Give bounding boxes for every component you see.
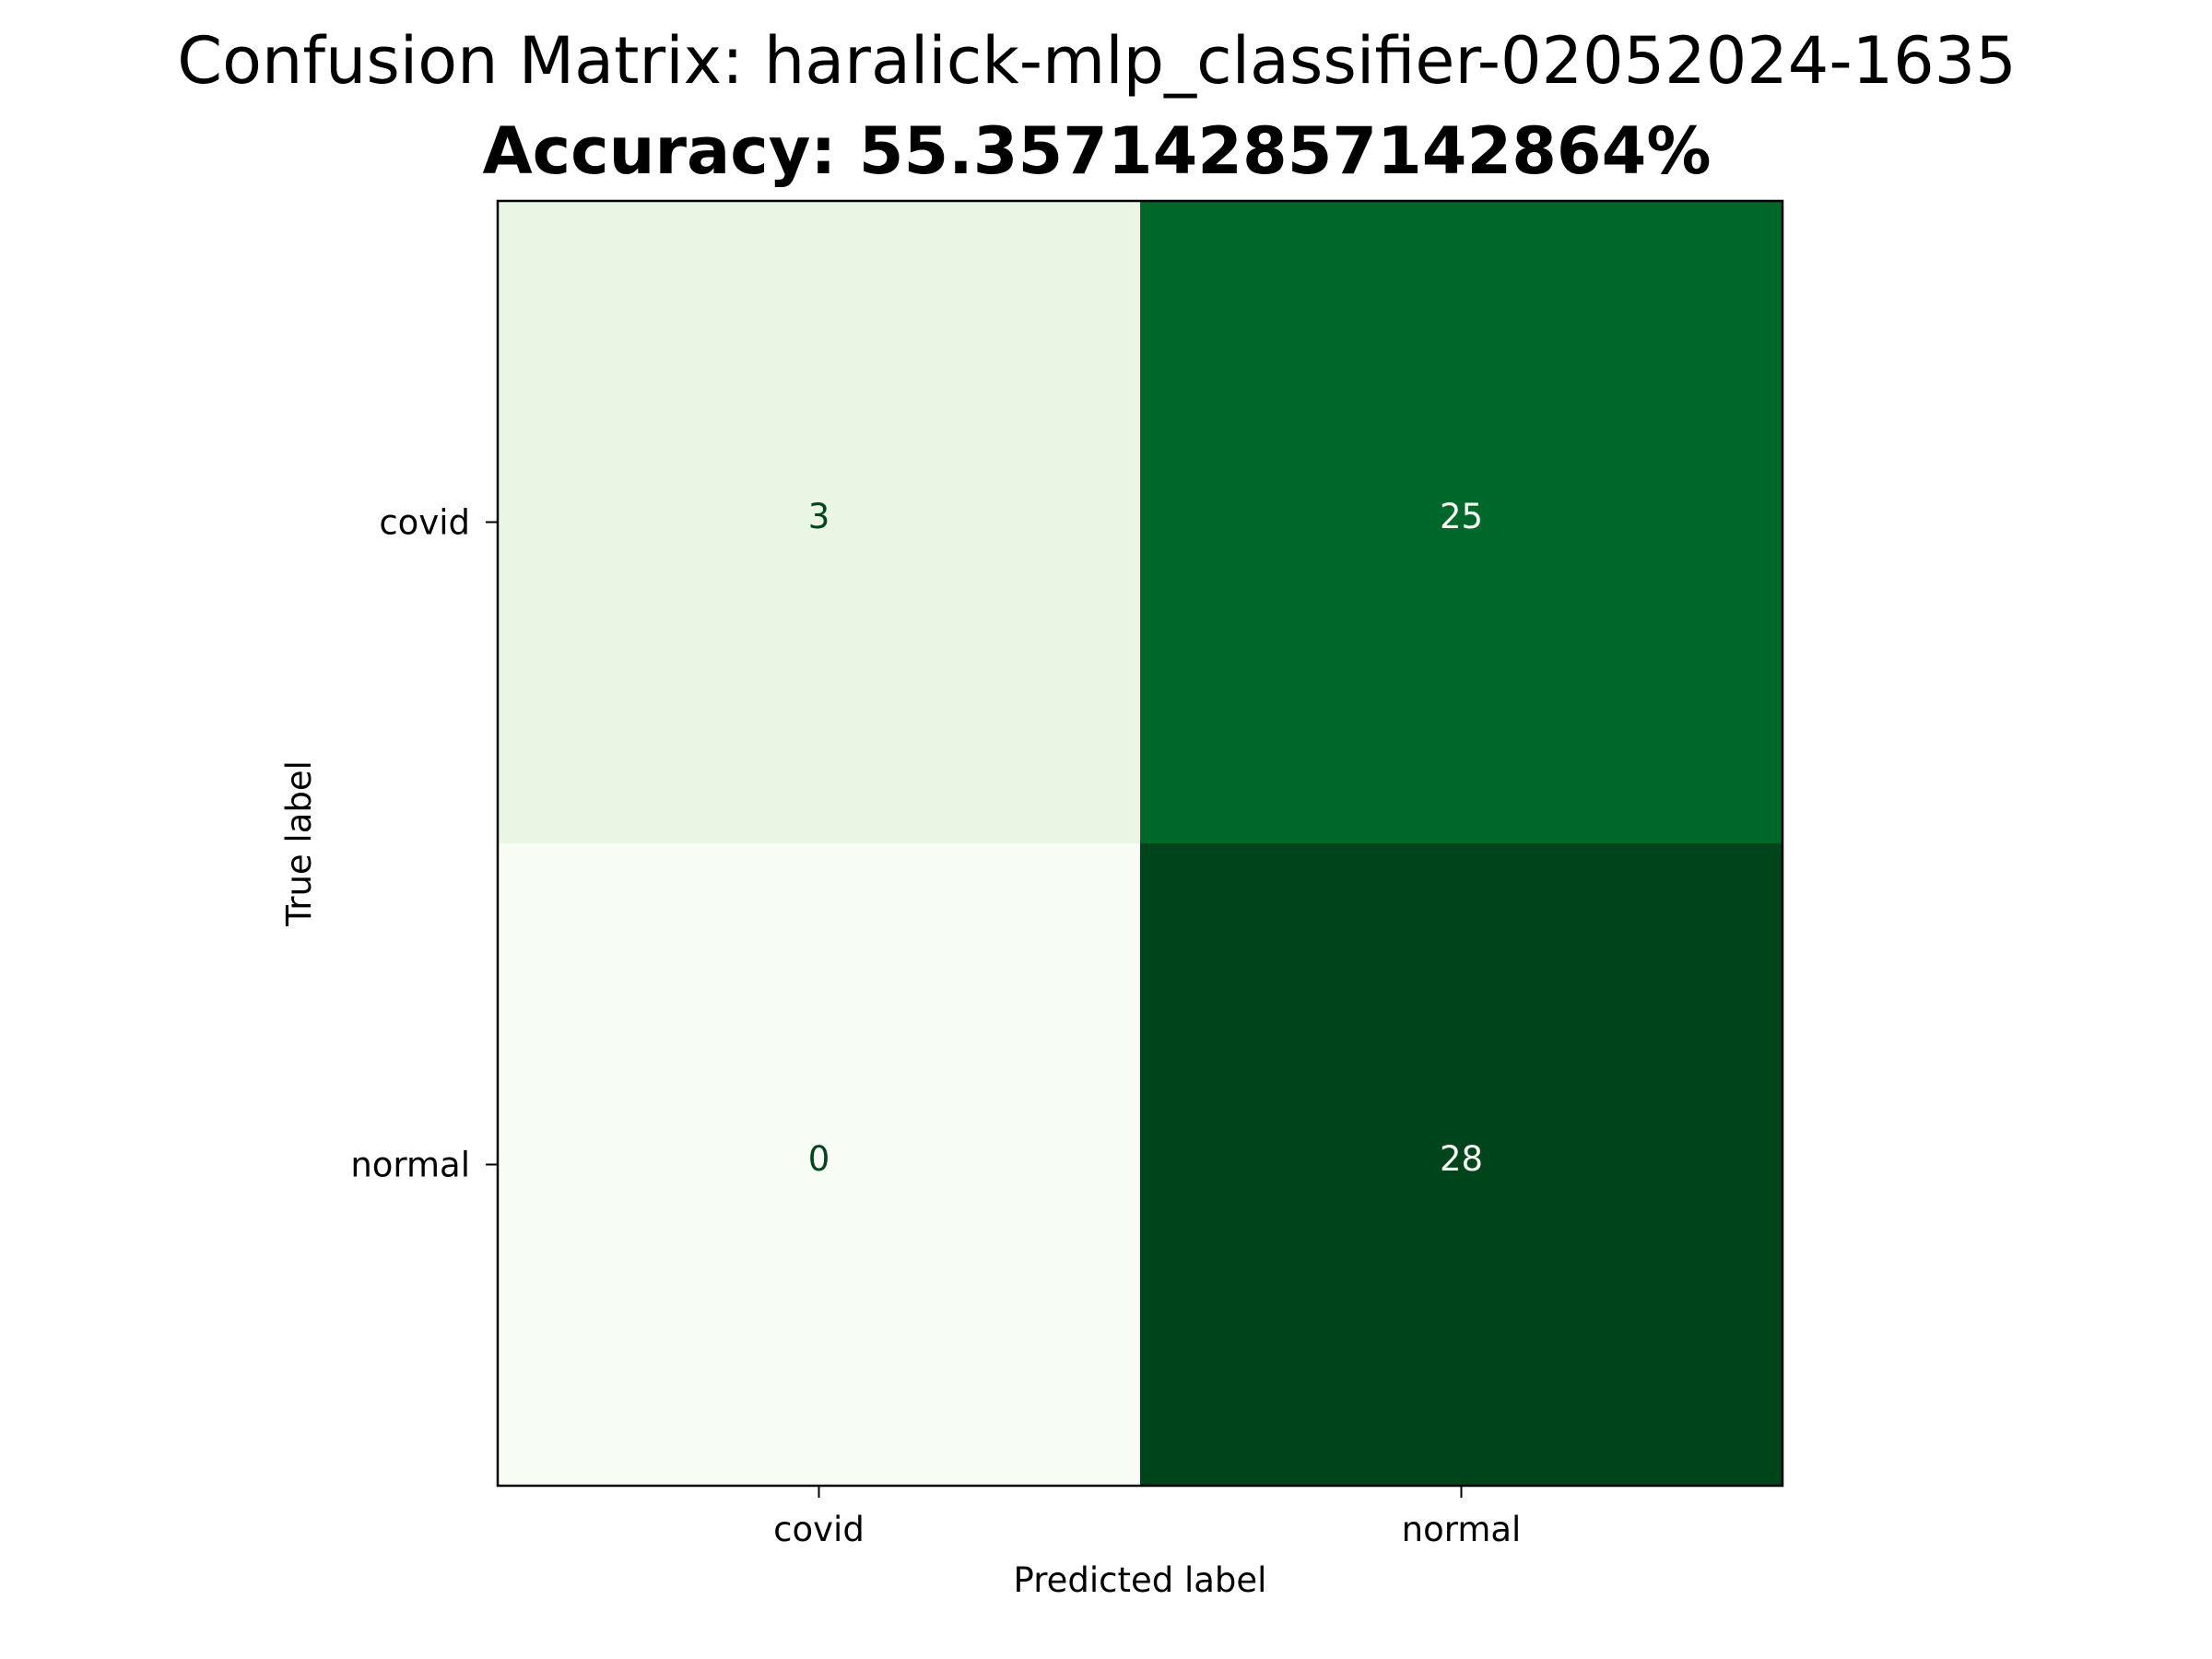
heatmap-cell-covid-normal [1140, 201, 1783, 844]
cell-value-covid-covid: 3 [808, 497, 830, 536]
chart-title: Confusion Matrix: haralick-mlp_classifie… [177, 23, 2016, 99]
x-axis-label: Predicted label [1014, 1560, 1267, 1600]
accuracy-subtitle: Accuracy: 55.357142857142864% [483, 113, 1712, 189]
y-tick-label-normal: normal [350, 1146, 470, 1185]
heatmap-cell-covid-covid [498, 201, 1141, 844]
y-axis-label: True label [279, 760, 319, 927]
y-tick-label-covid: covid [379, 503, 470, 543]
x-tick-label-covid: covid [773, 1510, 865, 1549]
heatmap-cell-normal-normal [1140, 843, 1783, 1487]
heatmap-cells [498, 201, 1783, 1487]
y-axis-ticks: covid normal [350, 503, 498, 1185]
cell-value-covid-normal: 25 [1440, 497, 1483, 536]
cell-value-normal-normal: 28 [1440, 1139, 1483, 1179]
plot-frame [496, 199, 1784, 1488]
cell-value-labels: 3 25 0 28 [808, 497, 1483, 1179]
x-axis-ticks: covid normal [773, 1486, 1521, 1549]
x-tick-label-normal: normal [1402, 1510, 1522, 1549]
cell-value-normal-covid: 0 [808, 1139, 830, 1179]
heatmap-cell-normal-covid [498, 843, 1141, 1487]
